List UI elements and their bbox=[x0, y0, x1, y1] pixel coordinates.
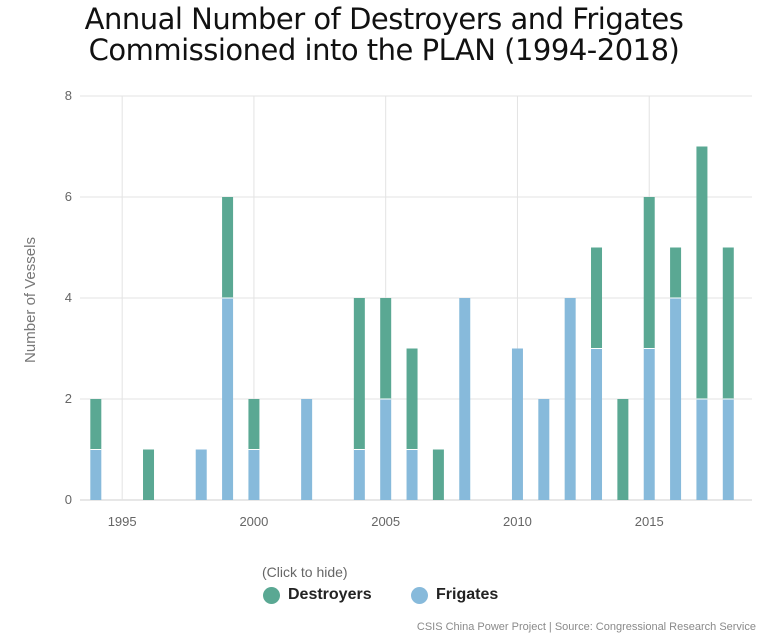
bars bbox=[90, 146, 734, 501]
bar-frigates-2006[interactable] bbox=[406, 449, 418, 501]
bar-destroyers-2018[interactable] bbox=[722, 247, 734, 400]
legend-item-frigates[interactable]: Frigates bbox=[411, 586, 498, 604]
bar-frigates-2005[interactable] bbox=[380, 399, 392, 500]
bar-destroyers-2000[interactable] bbox=[248, 399, 260, 450]
bar-frigates-2000[interactable] bbox=[248, 449, 260, 501]
bar-frigates-2016[interactable] bbox=[670, 298, 682, 500]
y-tick-label: 6 bbox=[65, 189, 72, 204]
chart-title: Annual Number of Destroyers and Frigates… bbox=[0, 4, 768, 66]
bar-frigates-2015[interactable] bbox=[643, 348, 655, 501]
source-credit: CSIS China Power Project | Source: Congr… bbox=[416, 621, 756, 633]
chart-title-line-2: Commissioned into the PLAN (1994-2018) bbox=[88, 33, 680, 67]
x-tick-label: 2010 bbox=[503, 514, 532, 529]
x-tick-label: 2015 bbox=[635, 514, 664, 529]
bar-frigates-2013[interactable] bbox=[591, 348, 603, 501]
bar-frigates-1998[interactable] bbox=[195, 449, 207, 501]
bar-frigates-2011[interactable] bbox=[538, 399, 550, 500]
bar-destroyers-1994[interactable] bbox=[90, 399, 102, 450]
bar-frigates-2018[interactable] bbox=[722, 399, 734, 500]
bar-destroyers-2016[interactable] bbox=[670, 247, 682, 299]
bar-destroyers-2006[interactable] bbox=[406, 348, 418, 450]
bar-destroyers-2017[interactable] bbox=[696, 146, 708, 400]
x-tick-label: 2005 bbox=[371, 514, 400, 529]
bar-destroyers-2005[interactable] bbox=[380, 298, 392, 399]
bar-destroyers-2004[interactable] bbox=[353, 298, 365, 450]
legend-label-destroyers: Destroyers bbox=[288, 586, 372, 603]
bar-frigates-2010[interactable] bbox=[511, 348, 523, 501]
bar-frigates-2002[interactable] bbox=[301, 399, 313, 500]
x-tick-label: 2000 bbox=[239, 514, 268, 529]
bar-destroyers-2015[interactable] bbox=[643, 197, 655, 349]
legend-hint: (Click to hide) bbox=[262, 564, 348, 580]
bar-frigates-2008[interactable] bbox=[459, 298, 471, 500]
y-tick-label: 4 bbox=[65, 290, 72, 305]
bar-chart: 0 2 4 6 8 1995 2000 2005 2010 2015 Number of Vess… bbox=[22, 88, 752, 529]
bar-destroyers-1996[interactable] bbox=[143, 449, 155, 501]
bar-frigates-2017[interactable] bbox=[696, 399, 708, 500]
tick-labels: 0 2 4 6 8 1995 2000 2005 2010 2015 bbox=[65, 88, 664, 529]
x-tick-label: 1995 bbox=[108, 514, 137, 529]
bar-destroyers-2014[interactable] bbox=[617, 399, 629, 500]
chart-title-line-1: Annual Number of Destroyers and Frigates bbox=[84, 2, 684, 36]
bar-destroyers-2013[interactable] bbox=[591, 247, 603, 349]
y-tick-label: 8 bbox=[65, 88, 72, 103]
legend-dot-frigates bbox=[411, 586, 428, 604]
bar-destroyers-2007[interactable] bbox=[432, 449, 444, 501]
y-tick-label: 0 bbox=[65, 492, 72, 507]
bar-destroyers-1999[interactable] bbox=[222, 197, 234, 298]
bar-frigates-2004[interactable] bbox=[353, 449, 365, 501]
legend-dot-destroyers bbox=[263, 586, 280, 604]
bar-frigates-2012[interactable] bbox=[564, 298, 576, 500]
bar-frigates-1994[interactable] bbox=[90, 449, 102, 501]
y-axis-label: Number of Vessels bbox=[22, 237, 39, 363]
legend-item-destroyers[interactable]: Destroyers bbox=[263, 586, 372, 604]
legend-label-frigates: Frigates bbox=[436, 586, 499, 603]
bar-frigates-1999[interactable] bbox=[222, 298, 234, 500]
y-tick-label: 2 bbox=[65, 391, 72, 406]
